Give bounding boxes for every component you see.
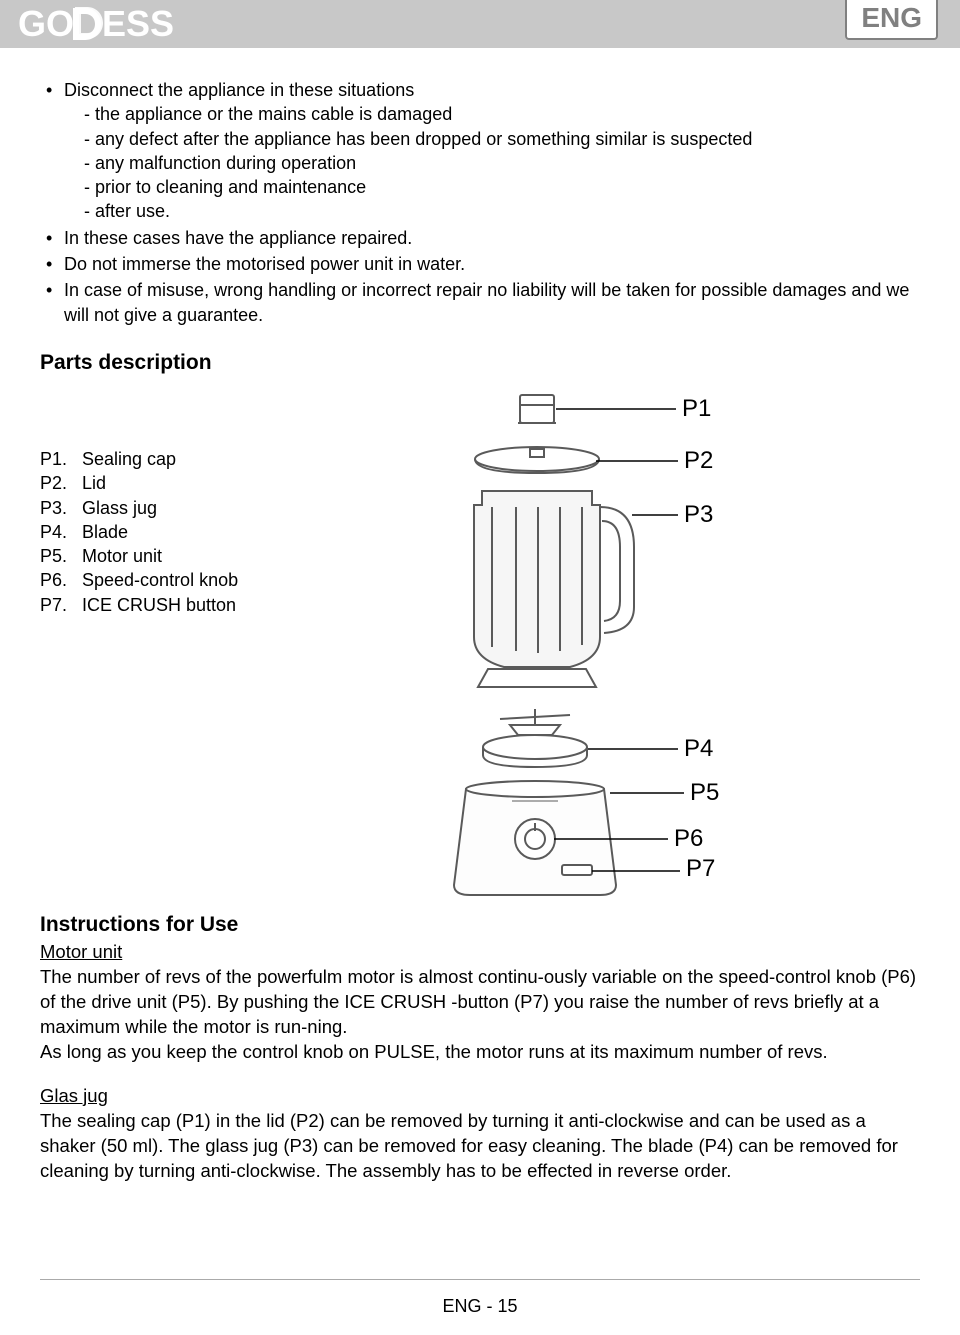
- diagram-label-p7: P7: [686, 855, 715, 883]
- safety-sub-item: after use.: [84, 199, 920, 223]
- diagram-label-p4: P4: [684, 735, 713, 763]
- safety-bullet: Disconnect the appliance in these situat…: [40, 78, 920, 224]
- parts-list-item: P5. Motor unit: [40, 544, 420, 568]
- parts-diagram: P1 P2 P3 P4 P5 P6 P7: [420, 387, 920, 907]
- part-id: P4.: [40, 520, 82, 544]
- page-content: Disconnect the appliance in these situat…: [0, 48, 960, 1184]
- blender-exploded-illustration: [420, 387, 800, 907]
- language-badge: ENG: [845, 0, 938, 40]
- parts-list-item: P7. ICE CRUSH button: [40, 593, 420, 617]
- diagram-label-p1: P1: [682, 395, 711, 423]
- safety-sub-item: the appliance or the mains cable is dama…: [84, 102, 920, 126]
- part-id: P7.: [40, 593, 82, 617]
- parts-row: P1. Sealing cap P2. Lid P3. Glass jug P4…: [40, 387, 920, 907]
- glass-body-text: The sealing cap (P1) in the lid (P2) can…: [40, 1109, 920, 1184]
- safety-sub-item: any malfunction during operation: [84, 151, 920, 175]
- part-label: Glass jug: [82, 496, 157, 520]
- part-label: Blade: [82, 520, 128, 544]
- part-id: P5.: [40, 544, 82, 568]
- safety-bullet-list: Disconnect the appliance in these situat…: [40, 78, 920, 327]
- diagram-label-p5: P5: [690, 779, 719, 807]
- part-id: P2.: [40, 471, 82, 495]
- parts-list-item: P3. Glass jug: [40, 496, 420, 520]
- footer-rule: [40, 1279, 920, 1280]
- logo-part-left: GO: [18, 3, 74, 45]
- page-footer: ENG - 15: [0, 1279, 960, 1317]
- safety-bullet: In these cases have the appliance repair…: [40, 226, 920, 250]
- header-band: GO ESS ENG: [0, 0, 960, 48]
- logo-part-right: ESS: [102, 3, 174, 45]
- instructions-heading: Instructions for Use: [40, 913, 920, 937]
- part-id: P1.: [40, 447, 82, 471]
- diagram-label-p2: P2: [684, 447, 713, 475]
- parts-list-item: P6. Speed-control knob: [40, 568, 420, 592]
- part-label: Speed-control knob: [82, 568, 238, 592]
- parts-list-item: P2. Lid: [40, 471, 420, 495]
- diagram-label-p3: P3: [684, 501, 713, 529]
- diagram-label-p6: P6: [674, 825, 703, 853]
- page-number: ENG - 15: [442, 1296, 517, 1316]
- part-id: P3.: [40, 496, 82, 520]
- part-id: P6.: [40, 568, 82, 592]
- instructions-section: Instructions for Use Motor unit The numb…: [40, 913, 920, 1184]
- safety-sub-item: any defect after the appliance has been …: [84, 127, 920, 151]
- parts-heading: Parts description: [40, 351, 920, 375]
- brand-logo: GO ESS: [0, 3, 174, 45]
- safety-sub-item: prior to cleaning and maintenance: [84, 175, 920, 199]
- motor-subheading: Motor unit: [40, 941, 920, 963]
- safety-bullet: In case of misuse, wrong handling or inc…: [40, 278, 920, 327]
- part-label: Sealing cap: [82, 447, 176, 471]
- parts-list-item: P1. Sealing cap: [40, 447, 420, 471]
- safety-sub-list: the appliance or the mains cable is dama…: [64, 102, 920, 223]
- safety-bullet: Do not immerse the motorised power unit …: [40, 252, 920, 276]
- parts-list-item: P4. Blade: [40, 520, 420, 544]
- part-label: ICE CRUSH button: [82, 593, 236, 617]
- parts-list: P1. Sealing cap P2. Lid P3. Glass jug P4…: [40, 387, 420, 617]
- glass-subheading: Glas jug: [40, 1085, 920, 1107]
- bullet-text: Disconnect the appliance in these situat…: [64, 80, 414, 100]
- part-label: Lid: [82, 471, 106, 495]
- logo-part-mid: [71, 4, 105, 44]
- motor-body-text: The number of revs of the powerfulm moto…: [40, 965, 920, 1065]
- part-label: Motor unit: [82, 544, 162, 568]
